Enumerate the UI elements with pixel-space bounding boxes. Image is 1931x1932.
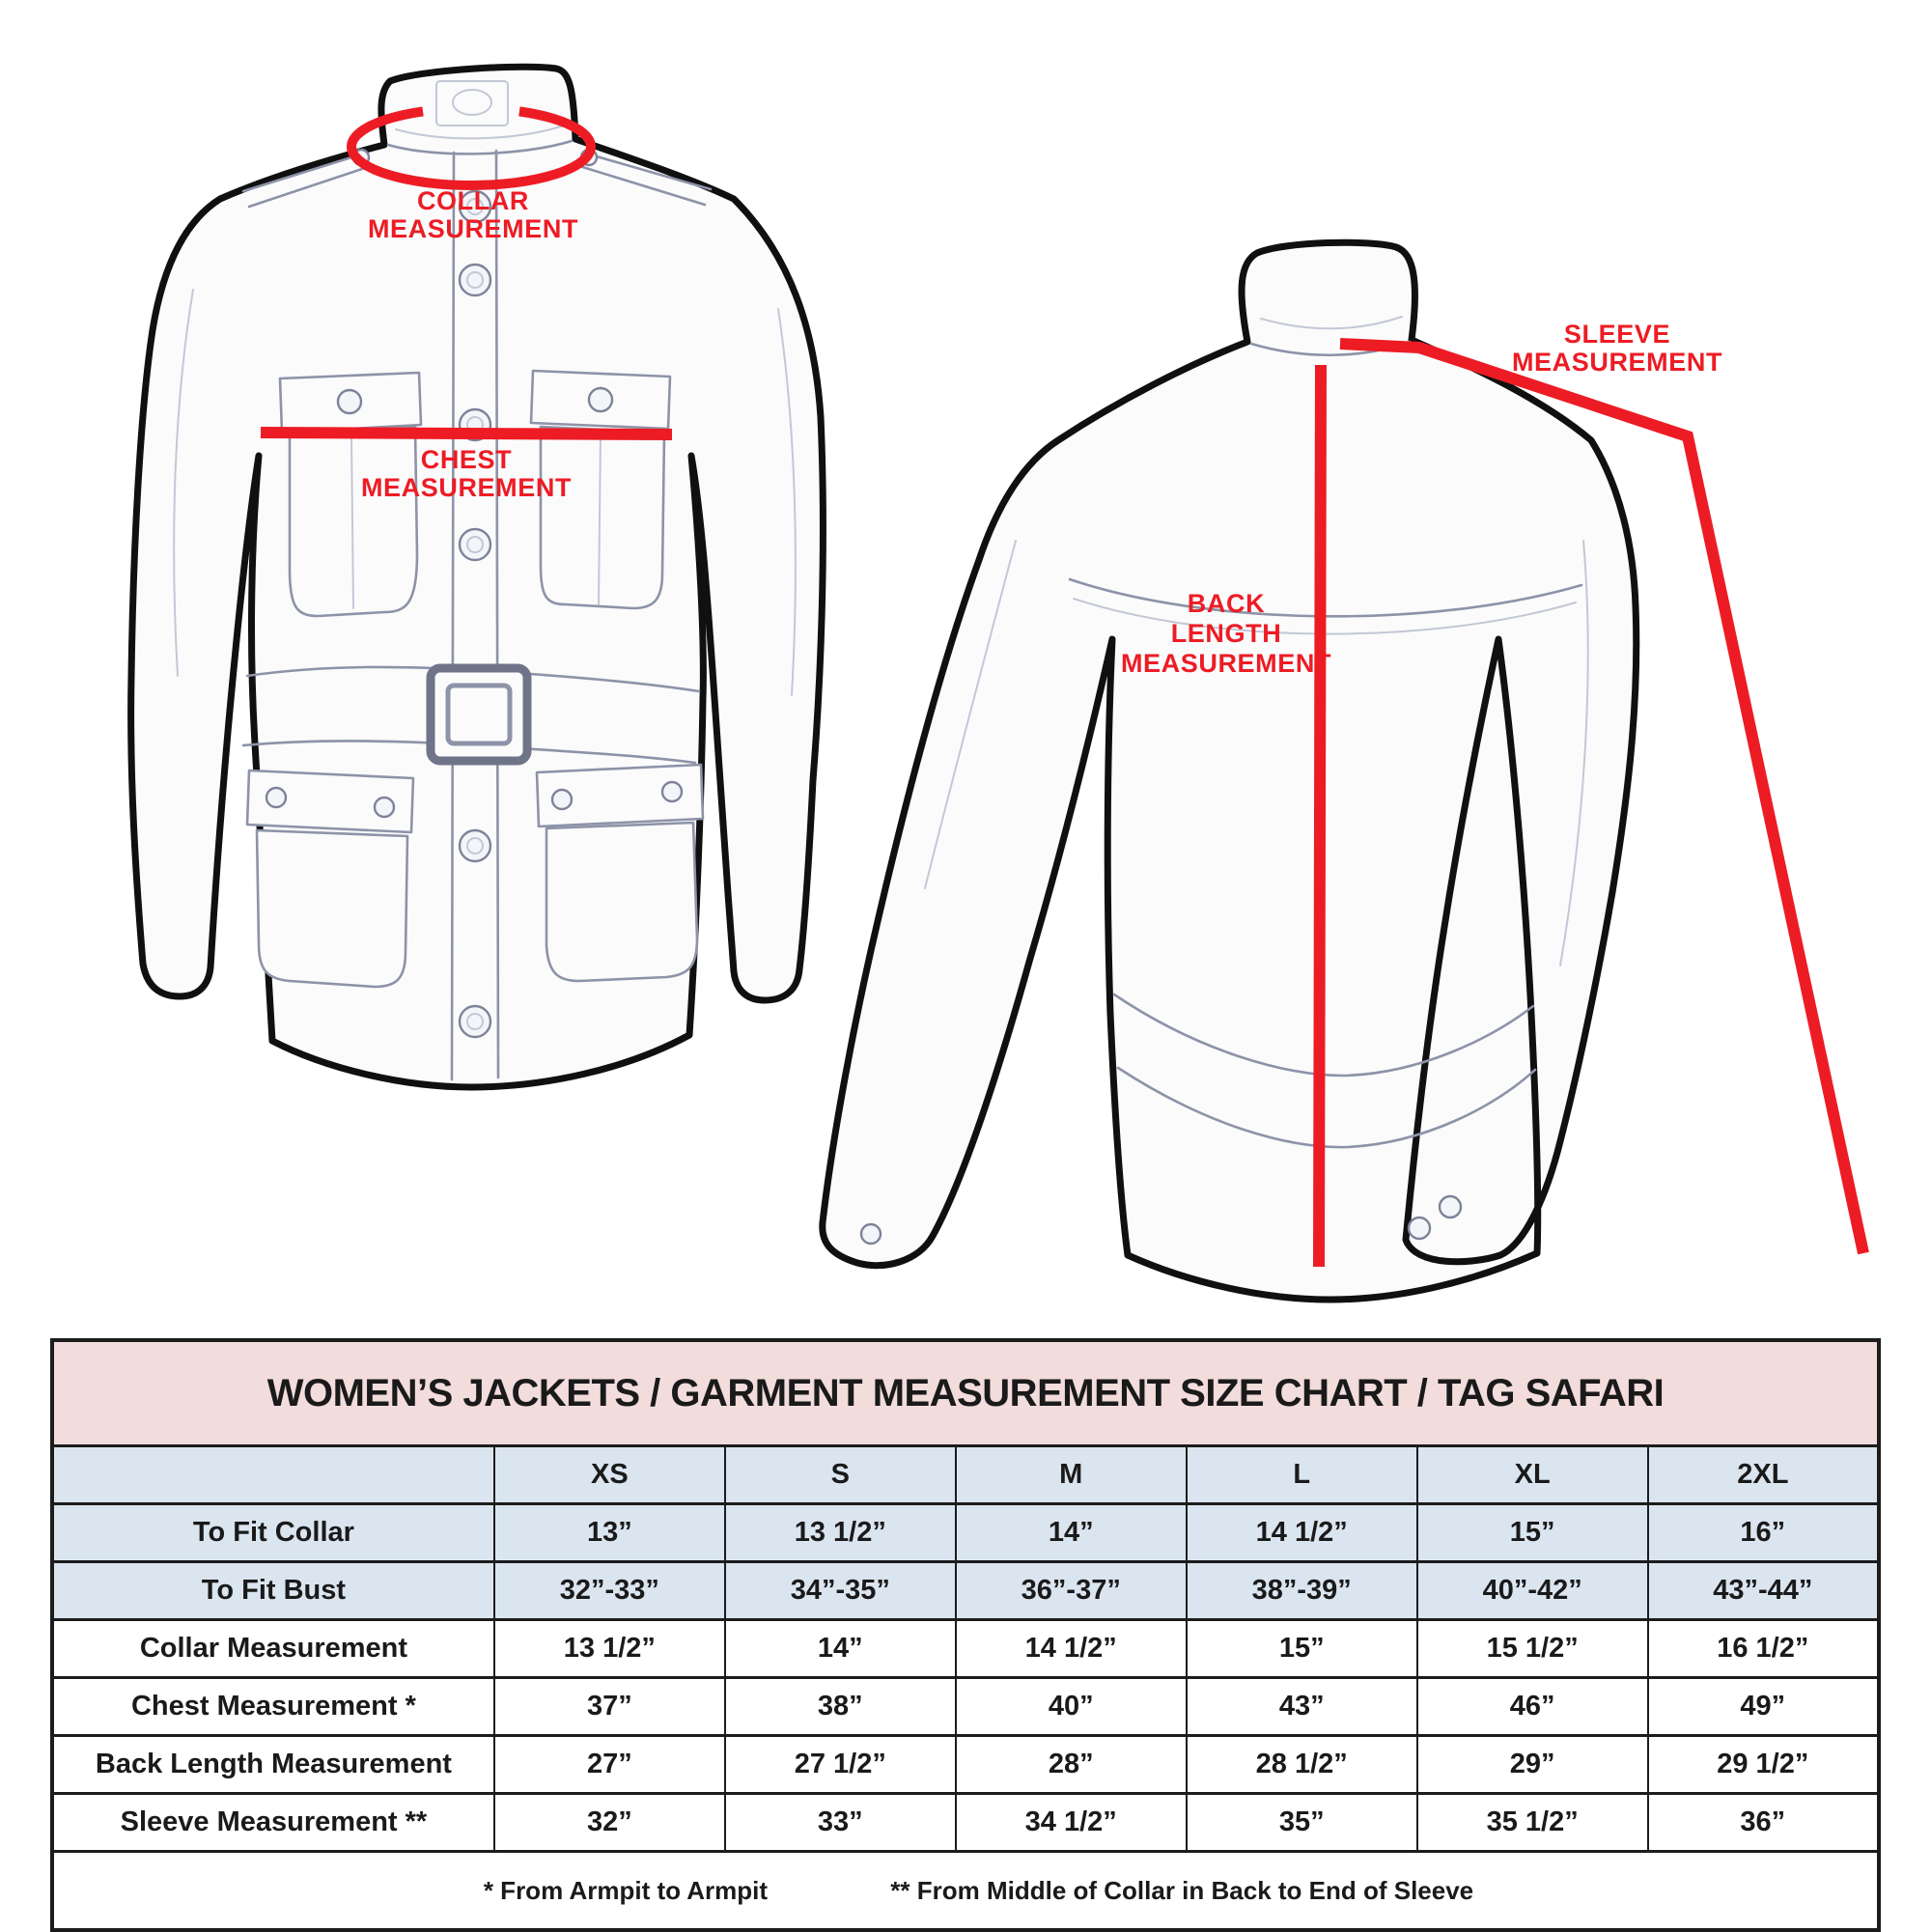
measurement-cell: 43”-44” bbox=[1646, 1560, 1881, 1621]
measurement-cell: 15 1/2” bbox=[1415, 1618, 1649, 1679]
footnote-cell: * From Armpit to Armpit ** From Middle o… bbox=[51, 1850, 1880, 1932]
measurement-cell: 37” bbox=[492, 1676, 726, 1737]
measurement-cell: 15” bbox=[1185, 1618, 1418, 1679]
measurement-cell: 14” bbox=[723, 1618, 957, 1679]
measurement-cell: 40” bbox=[954, 1676, 1188, 1737]
sleeve-measurement-label: SLEEVE MEASUREMENT bbox=[1463, 321, 1772, 377]
measurement-cell: 38”-39” bbox=[1185, 1560, 1418, 1621]
collar-label-line2: MEASUREMENT bbox=[367, 214, 579, 243]
chest-measurement-label: CHEST MEASUREMENT bbox=[312, 446, 621, 502]
table-footnote-row: * From Armpit to Armpit ** From Middle o… bbox=[51, 1850, 1880, 1932]
measurement-cell: 35 1/2” bbox=[1415, 1792, 1649, 1853]
measurement-cell: 35” bbox=[1185, 1792, 1418, 1853]
measurement-cell: 43” bbox=[1185, 1676, 1418, 1737]
size-header-row: XS S M L XL 2XL bbox=[51, 1444, 1881, 1505]
chest-label-line2: MEASUREMENT bbox=[360, 473, 573, 502]
measurement-cell: 27” bbox=[492, 1734, 726, 1795]
measurement-cell: 34”-35” bbox=[723, 1560, 957, 1621]
collar-label-line1: COLLAR bbox=[416, 186, 530, 215]
column-header: XL bbox=[1415, 1444, 1649, 1505]
table-row: Back Length Measurement 27” 27 1/2” 28” 28 1… bbox=[51, 1734, 1881, 1795]
row-label: Chest Measurement * bbox=[51, 1676, 495, 1737]
table-row: Collar Measurement 13 1/2” 14” 14 1/2” 15” 15… bbox=[51, 1618, 1881, 1679]
measurement-cell: 14 1/2” bbox=[954, 1618, 1188, 1679]
column-header: M bbox=[954, 1444, 1188, 1505]
measurement-cell: 14” bbox=[954, 1502, 1188, 1563]
table-row: Chest Measurement * 37” 38” 40” 43” 46” 49” bbox=[51, 1676, 1881, 1737]
measurement-cell: 33” bbox=[723, 1792, 957, 1853]
chest-measurement-line bbox=[260, 427, 673, 440]
table-row: Sleeve Measurement ** 32” 33” 34 1/2” 35” 35 … bbox=[51, 1792, 1881, 1853]
table-title: WOMEN’S JACKETS / GARMENT MEASUREMENT SI… bbox=[51, 1338, 1880, 1447]
measurement-cell: 40”-42” bbox=[1415, 1560, 1649, 1621]
measurement-cell: 32” bbox=[492, 1792, 726, 1853]
measurement-cell: 49” bbox=[1646, 1676, 1881, 1737]
row-label: Collar Measurement bbox=[51, 1618, 495, 1679]
measurement-cell: 36” bbox=[1646, 1792, 1881, 1853]
sleeve-label-line2: MEASUREMENT bbox=[1511, 348, 1723, 377]
column-header: 2XL bbox=[1646, 1444, 1881, 1505]
row-label: To Fit Collar bbox=[51, 1502, 495, 1563]
row-label: Back Length Measurement bbox=[51, 1734, 495, 1795]
corner-cell bbox=[51, 1444, 495, 1505]
back-length-measurement-label: BACK LENGTH MEASUREMENT bbox=[1081, 589, 1371, 679]
measurement-cell: 27 1/2” bbox=[723, 1734, 957, 1795]
size-table-body: XS S M L XL 2XL To Fit Collar 13” 13 1/2” 14” 14 1… bbox=[51, 1444, 1881, 1853]
measurement-cell: 28 1/2” bbox=[1185, 1734, 1418, 1795]
chest-label-line1: CHEST bbox=[420, 445, 513, 474]
table-row: To Fit Bust 32”-33” 34”-35” 36”-37” 38”-39” 4… bbox=[51, 1560, 1881, 1621]
collar-measurement-line bbox=[347, 103, 596, 190]
footnote-armpit: * From Armpit to Armpit bbox=[483, 1875, 769, 1905]
collar-measurement-label: COLLAR MEASUREMENT bbox=[319, 187, 628, 243]
measurement-cell: 15” bbox=[1415, 1502, 1649, 1563]
measurement-cell: 13 1/2” bbox=[723, 1502, 957, 1563]
table-row: To Fit Collar 13” 13 1/2” 14” 14 1/2” 15” 16” bbox=[51, 1502, 1881, 1563]
back-label-line1: BACK bbox=[1187, 589, 1266, 618]
measurement-cell: 29” bbox=[1415, 1734, 1649, 1795]
row-label: To Fit Bust bbox=[51, 1560, 495, 1621]
column-header: S bbox=[723, 1444, 957, 1505]
measurement-cell: 29 1/2” bbox=[1646, 1734, 1881, 1795]
measurement-cell: 13” bbox=[492, 1502, 726, 1563]
back-label-line3: MEASUREMENT bbox=[1120, 649, 1332, 678]
back-label-line2: LENGTH bbox=[1170, 619, 1282, 648]
measurement-cell: 36”-37” bbox=[954, 1560, 1188, 1621]
table-title-row: WOMEN’S JACKETS / GARMENT MEASUREMENT SI… bbox=[51, 1338, 1880, 1447]
measurement-cell: 28” bbox=[954, 1734, 1188, 1795]
measurement-cell: 16 1/2” bbox=[1646, 1618, 1881, 1679]
measurement-cell: 32”-33” bbox=[492, 1560, 726, 1621]
measurement-cell: 13 1/2” bbox=[492, 1618, 726, 1679]
sleeve-measurement-line bbox=[1339, 338, 1869, 1255]
measurement-cell: 38” bbox=[723, 1676, 957, 1737]
measurement-cell: 34 1/2” bbox=[954, 1792, 1188, 1853]
measurement-cell: 46” bbox=[1415, 1676, 1649, 1737]
row-label: Sleeve Measurement ** bbox=[51, 1792, 495, 1853]
front-jacket-sketch bbox=[127, 63, 826, 1091]
measurement-cell: 16” bbox=[1646, 1502, 1881, 1563]
column-header: XS bbox=[492, 1444, 726, 1505]
measurement-cell: 14 1/2” bbox=[1185, 1502, 1418, 1563]
column-header: L bbox=[1185, 1444, 1418, 1505]
size-chart-table: WOMEN’S JACKETS / GARMENT MEASUREMENT SI… bbox=[50, 1338, 1881, 1932]
footnote-sleeve: ** From Middle of Collar in Back to End … bbox=[890, 1875, 1474, 1905]
back-length-measurement-line bbox=[1313, 364, 1327, 1268]
back-jacket-sketch bbox=[819, 238, 1869, 1303]
sleeve-label-line1: SLEEVE bbox=[1563, 320, 1671, 349]
